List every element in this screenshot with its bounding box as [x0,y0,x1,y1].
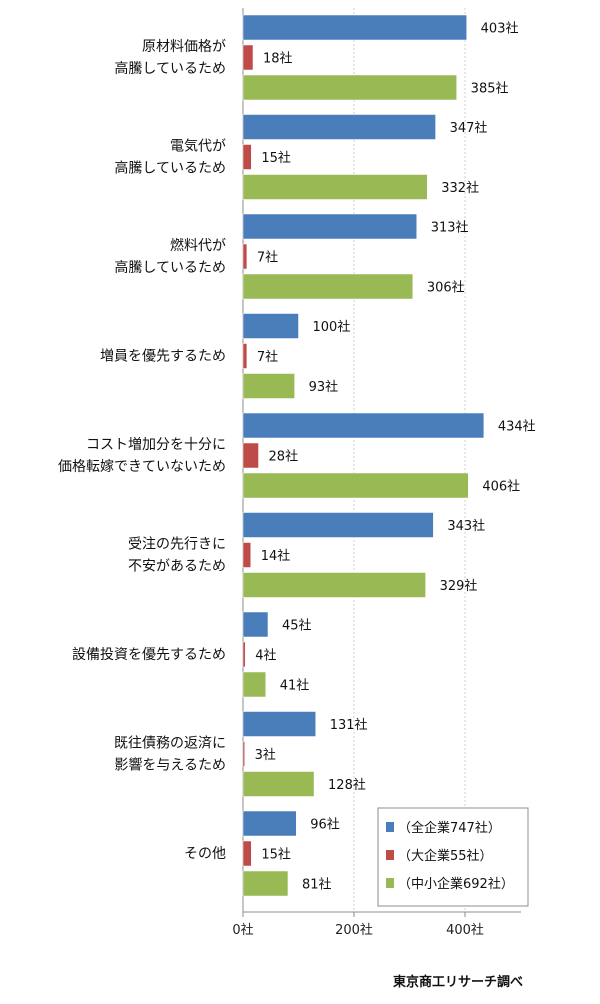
data-label: 15社 [261,150,291,166]
data-label: 434社 [498,419,536,435]
bar [242,512,434,538]
bar [242,611,269,638]
data-label: 343社 [447,518,485,534]
data-label: 4社 [255,648,276,664]
data-label: 385社 [471,81,509,97]
bar [242,870,289,897]
data-label: 131社 [330,717,368,733]
legend-label: （大企業55社） [398,848,493,864]
data-label: 403社 [481,21,519,37]
data-label: 7社 [257,250,278,266]
bar [242,572,426,598]
data-label: 81社 [302,877,332,893]
bar [242,840,252,867]
bar [242,114,436,140]
data-label: 41社 [280,678,310,694]
data-label: 15社 [261,847,291,863]
data-label: 28社 [269,449,299,465]
category-label: 受注の先行きに [128,537,226,553]
bar [242,472,469,499]
legend-box [377,807,529,907]
category-label: 原材料価格が [142,39,226,55]
bar [242,542,252,568]
data-label: 332社 [441,180,479,196]
source-note: 東京商工リサーチ調べ [393,975,524,990]
legend-label: （中小企業692社） [398,876,514,892]
bar [242,641,246,668]
category-label: 不安があるため [128,559,226,575]
data-label: 128社 [328,777,366,793]
data-label: 100社 [313,319,351,335]
bar [242,44,254,71]
bar [242,711,316,737]
category-label: 高騰しているため [114,60,226,77]
category-label: 価格転嫁できていないため [58,459,226,475]
x-tick-label: 400社 [446,922,484,938]
bar [242,671,267,698]
bar [242,771,315,797]
bar [242,144,252,170]
category-label: 影響を与えるため [114,757,226,774]
data-label: 45社 [282,618,312,634]
data-label: 18社 [263,51,293,67]
bar [242,313,299,339]
category-label: その他 [184,846,226,862]
category-label: 燃料代が [170,237,226,254]
data-label: 406社 [482,479,520,495]
category-label: 高騰しているため [114,160,226,177]
category-label: 既往債務の返済に [114,736,226,752]
category-label: 電気代が [170,139,226,155]
data-label: 7社 [257,349,278,365]
bar [242,243,248,270]
bar [242,741,245,767]
bar [242,343,248,369]
data-label: 313社 [431,220,469,236]
x-tick-label: 200社 [335,922,373,938]
data-label: 329社 [440,578,478,594]
category-label: 増員を優先するため [100,349,226,365]
legend-swatch [386,822,394,832]
legend-swatch [386,850,394,860]
bar [242,442,259,469]
bar [242,273,414,300]
legend-label: （全企業747社） [398,820,501,836]
bar [242,74,457,101]
data-label: 306社 [427,280,465,296]
data-label: 347社 [450,120,488,136]
data-label: 96社 [310,817,340,833]
legend-swatch [386,878,394,888]
category-label: 高騰しているため [114,259,226,276]
bar [242,373,295,399]
data-label: 14社 [261,548,291,564]
x-tick-label: 0社 [232,922,253,938]
data-label: 3社 [255,747,276,763]
bar [242,810,297,837]
data-label: 93社 [309,379,339,395]
bar [242,412,485,439]
bar [242,174,428,200]
bar [242,213,417,240]
category-label: 設備投資を優先するため [72,647,226,663]
category-label: コスト増加分を十分に [86,437,226,453]
bar [242,14,467,41]
